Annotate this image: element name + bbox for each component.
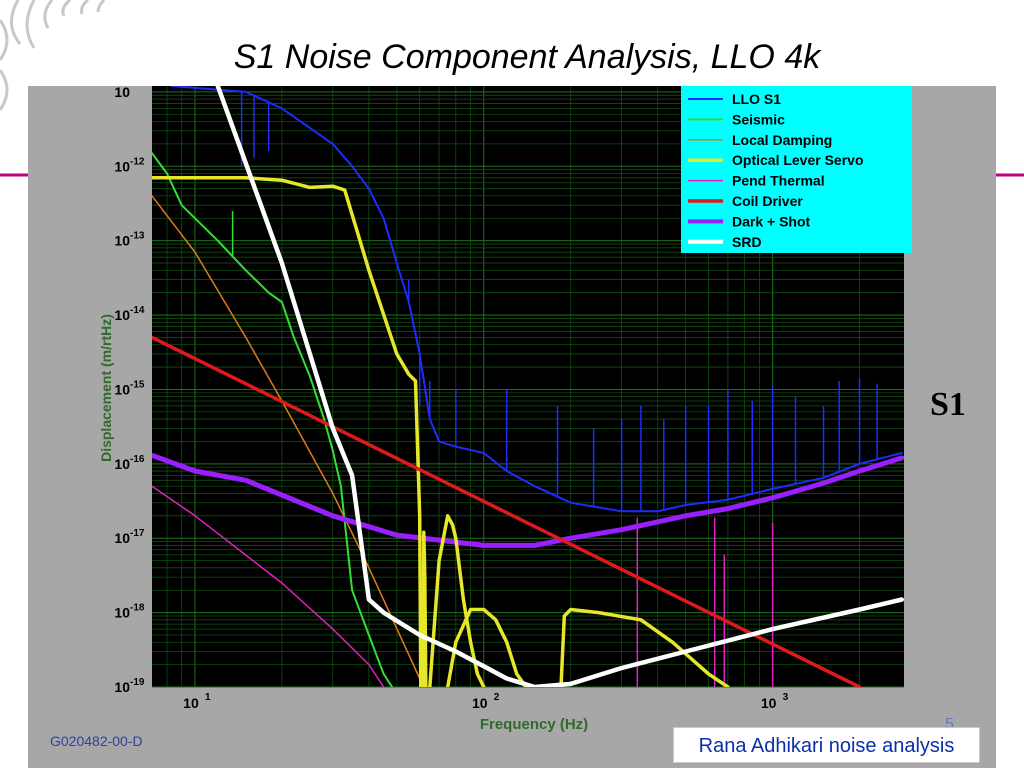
y-tick-label: 10 bbox=[114, 84, 130, 100]
y-tick-exponent: -16 bbox=[130, 454, 145, 465]
series-seismic bbox=[152, 152, 394, 687]
x-tick-label: 10 3 bbox=[761, 692, 789, 711]
y-tick-exponent: -14 bbox=[130, 305, 145, 316]
series-dark-shot bbox=[152, 452, 904, 548]
series-line-seismic bbox=[152, 152, 394, 687]
series-srd bbox=[215, 86, 904, 687]
series-line-optical-lever-servo bbox=[152, 176, 423, 687]
legend-item-srd: SRD bbox=[688, 234, 762, 250]
series-pend-thermal bbox=[152, 485, 774, 687]
series-line-optical-lever-servo bbox=[421, 530, 428, 687]
x-tick-exponent: 2 bbox=[494, 692, 500, 703]
page-number: 5 bbox=[945, 716, 954, 733]
legend-label: Pend Thermal bbox=[732, 173, 825, 189]
series-llo-s1 bbox=[170, 86, 903, 513]
legend-item-optical-lever-servo: Optical Lever Servo bbox=[688, 152, 864, 168]
series-line-dark-shot bbox=[152, 452, 904, 548]
legend-item-coil-driver: Coil Driver bbox=[688, 193, 803, 209]
y-tick-exponent: -12 bbox=[130, 156, 145, 167]
x-tick-base: 10 bbox=[183, 695, 199, 711]
legend-item-dark-shot: Dark + Shot bbox=[688, 213, 811, 229]
series-line-coil-driver bbox=[152, 335, 862, 687]
y-tick-base: 10 bbox=[114, 605, 130, 621]
legend-item-llo-s1: LLO S1 bbox=[688, 91, 781, 107]
x-tick-base: 10 bbox=[761, 695, 777, 711]
legend-label: LLO S1 bbox=[732, 91, 781, 107]
series-line-optical-lever-servo bbox=[445, 607, 528, 687]
y-tick-label: 10 -15 bbox=[114, 379, 144, 397]
x-axis-label: Frequency (Hz) bbox=[480, 716, 588, 733]
series-optical-lever-servo bbox=[152, 176, 730, 687]
legend-box bbox=[681, 86, 912, 253]
y-tick-base: 10 bbox=[114, 530, 130, 546]
legend-label: Optical Lever Servo bbox=[732, 152, 864, 168]
y-tick-exponent: -19 bbox=[130, 677, 145, 688]
y-tick-base: 10 bbox=[114, 158, 130, 174]
series-line-llo-s1 bbox=[170, 86, 903, 513]
credit-box: Rana Adhikari noise analysis bbox=[673, 727, 980, 763]
y-tick-base: 10 bbox=[114, 84, 130, 100]
decorative-logo-arcs bbox=[0, 0, 106, 111]
legend-label: SRD bbox=[732, 234, 762, 250]
series-coil-driver bbox=[152, 335, 862, 687]
y-tick-label: 10 -18 bbox=[114, 603, 144, 621]
document-id: G020482-00-D bbox=[50, 733, 143, 749]
y-tick-label: 10 -16 bbox=[114, 454, 144, 472]
legend-label: Coil Driver bbox=[732, 193, 803, 209]
y-tick-label: 10 -14 bbox=[114, 305, 144, 323]
series-line-srd bbox=[215, 86, 904, 687]
y-tick-base: 10 bbox=[114, 233, 130, 249]
y-tick-label: 10 -13 bbox=[114, 231, 144, 249]
x-tick-exponent: 1 bbox=[205, 692, 211, 703]
y-tick-label: 10 -17 bbox=[114, 528, 144, 546]
y-tick-label: 10 -19 bbox=[114, 677, 144, 695]
x-tick-label: 10 2 bbox=[472, 692, 500, 711]
series-line-local-damping bbox=[152, 195, 426, 687]
y-tick-exponent: -18 bbox=[130, 603, 145, 614]
y-tick-base: 10 bbox=[114, 456, 130, 472]
series-local-damping bbox=[152, 195, 426, 687]
y-tick-base: 10 bbox=[114, 307, 130, 323]
legend-label: Dark + Shot bbox=[732, 213, 811, 229]
series-label-s1: S1 bbox=[930, 386, 966, 423]
y-tick-exponent: -15 bbox=[130, 379, 145, 390]
y-tick-base: 10 bbox=[114, 381, 130, 397]
credit-text: Rana Adhikari noise analysis bbox=[698, 735, 955, 757]
legend-item-local-damping: Local Damping bbox=[688, 132, 832, 148]
x-tick-base: 10 bbox=[472, 695, 488, 711]
legend-item-pend-thermal: Pend Thermal bbox=[688, 173, 825, 189]
x-tick-label: 10 1 bbox=[183, 692, 211, 711]
y-tick-label: 10 -12 bbox=[114, 156, 144, 174]
series-line-optical-lever-servo bbox=[559, 607, 730, 687]
legend-label: Local Damping bbox=[732, 132, 832, 148]
series-line-pend-thermal bbox=[152, 485, 385, 687]
y-tick-base: 10 bbox=[114, 679, 130, 695]
y-axis-label: Displacement (m/rtHz) bbox=[98, 314, 114, 462]
y-tick-exponent: -17 bbox=[130, 528, 145, 539]
legend-label: Seismic bbox=[732, 111, 785, 127]
y-tick-exponent: -13 bbox=[130, 231, 145, 242]
x-tick-exponent: 3 bbox=[783, 692, 789, 703]
curves bbox=[152, 86, 904, 687]
legend: LLO S1 Seismic Local Damping Optical Lever … bbox=[681, 86, 912, 253]
legend-item-seismic: Seismic bbox=[688, 111, 785, 127]
slide-title: S1 Noise Component Analysis, LLO 4k bbox=[233, 38, 821, 76]
